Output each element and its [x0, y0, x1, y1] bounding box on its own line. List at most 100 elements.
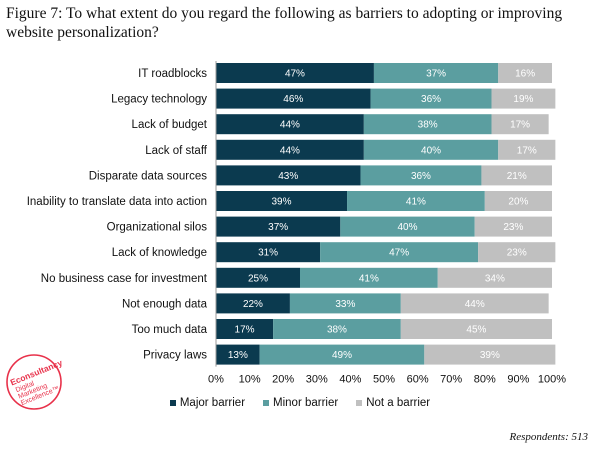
- legend-swatch-not: [356, 400, 363, 406]
- legend-label-not: Not a barrier: [366, 397, 431, 409]
- data-label-major: 47%: [285, 69, 305, 80]
- data-label-minor: 41%: [406, 197, 426, 208]
- bar-segment-not: [474, 216, 552, 237]
- bar-segment-minor: [340, 216, 475, 237]
- bar-segment-not: [481, 165, 552, 186]
- category-label: No business case for investment: [41, 273, 208, 285]
- bar-segment-major: [216, 88, 371, 109]
- category-label: Too much data: [132, 324, 208, 336]
- data-label-minor: 36%: [411, 171, 431, 182]
- data-label-major: 46%: [283, 94, 303, 105]
- bar-segment-major: [216, 242, 321, 263]
- bar-segment-major: [216, 165, 361, 186]
- data-label-not: 16%: [515, 69, 535, 80]
- data-label-not: 34%: [485, 273, 505, 284]
- data-label-minor: 40%: [398, 222, 418, 233]
- bar-segment-minor: [360, 165, 482, 186]
- data-label-major: 13%: [228, 350, 248, 361]
- legend-item-not: Not a barrier: [356, 397, 430, 409]
- legend-label-minor: Minor barrier: [273, 397, 339, 409]
- bar-segment-major: [216, 267, 300, 288]
- category-label: Lack of budget: [132, 119, 208, 131]
- data-label-not: 19%: [513, 94, 533, 105]
- bar-segment-not: [400, 293, 549, 314]
- legend-item-major: Major barrier: [169, 397, 246, 409]
- data-label-minor: 40%: [421, 145, 441, 156]
- data-label-minor: 41%: [359, 273, 379, 284]
- bar-segment-major: [216, 63, 374, 83]
- category-label: Disparate data sources: [89, 170, 208, 182]
- data-label-major: 25%: [248, 273, 268, 284]
- data-label-not: 17%: [510, 120, 530, 131]
- bar-segment-not: [437, 267, 552, 288]
- x-tick-label: 10%: [239, 374, 261, 386]
- legend: Major barrier Minor barrier Not a barrie…: [150, 397, 450, 409]
- bar-segment-minor: [347, 191, 485, 211]
- bar-segment-not: [491, 88, 556, 109]
- category-labels: IT roadblocks Legacy technology Lack of bu…: [27, 68, 208, 362]
- data-label-minor: 38%: [327, 325, 347, 336]
- category-label: IT roadblocks: [138, 68, 207, 80]
- category-label: Lack of staff: [145, 145, 208, 157]
- data-label-major: 17%: [235, 325, 255, 336]
- data-label-major: 39%: [272, 197, 292, 208]
- bar-segment-major: [216, 216, 341, 237]
- bar-segment-minor: [320, 242, 479, 263]
- x-tick-label: 60%: [407, 374, 429, 386]
- x-axis: 0% 10% 20% 30% 40% 50% 60% 70% 80% 90% 100%: [208, 61, 566, 386]
- data-label-major: 44%: [280, 120, 300, 131]
- data-label-not: 23%: [507, 248, 527, 259]
- x-tick-label: 40%: [339, 374, 361, 386]
- bar-segment-major: [216, 293, 290, 314]
- bar-segment-major: [216, 319, 274, 339]
- x-tick-label: 0%: [208, 374, 224, 386]
- data-label-major: 22%: [243, 299, 263, 310]
- x-tick-label: 90%: [507, 374, 529, 386]
- bar-segment-major: [216, 139, 364, 160]
- x-tick-label: 30%: [306, 374, 328, 386]
- category-label: Organizational silos: [107, 222, 208, 234]
- x-tick-label: 80%: [474, 374, 496, 386]
- bar-segment-not: [498, 139, 556, 160]
- data-label-minor: 33%: [335, 299, 355, 310]
- legend-label-major: Major barrier: [179, 397, 246, 409]
- econsultancy-logo: Econsultancy Digital Marketing Excellenc…: [6, 354, 64, 410]
- data-label-major: 31%: [258, 248, 278, 259]
- bar-segment-minor: [363, 114, 492, 135]
- data-label-not: 44%: [465, 299, 485, 310]
- bar-segment-minor: [370, 88, 492, 109]
- respondents-note: Respondents: 513: [509, 431, 588, 443]
- bar-segment-minor: [300, 267, 438, 288]
- bar-segment-not: [424, 344, 556, 365]
- data-label-not: 20%: [508, 197, 528, 208]
- category-label: Legacy technology: [111, 94, 207, 106]
- bar-segment-major: [216, 114, 364, 135]
- legend-item-minor: Minor barrier: [263, 397, 338, 409]
- bar-segment-minor: [289, 293, 401, 314]
- data-label-not: 39%: [480, 350, 500, 361]
- bar-segment-minor: [259, 344, 425, 365]
- bar-segment-not: [400, 319, 552, 339]
- category-label: Lack of knowledge: [112, 247, 207, 259]
- x-tick-label: 50%: [373, 374, 395, 386]
- data-label-minor: 36%: [421, 94, 441, 105]
- data-label-not: 23%: [503, 222, 523, 233]
- data-label-not: 45%: [466, 325, 486, 336]
- bar-segment-minor: [363, 139, 499, 160]
- data-label-minor: 49%: [332, 350, 352, 361]
- legend-swatch-minor: [263, 400, 270, 406]
- bar-segment-not: [484, 191, 552, 211]
- bar-segment-not: [491, 114, 549, 135]
- data-label-major: 37%: [268, 222, 288, 233]
- bar-segment-minor: [373, 63, 499, 83]
- bar-segment-minor: [273, 319, 401, 339]
- data-label-minor: 37%: [426, 69, 446, 80]
- bar-segment-major: [216, 344, 260, 365]
- data-label-minor: 38%: [418, 120, 438, 131]
- x-tick-label: 20%: [272, 374, 294, 386]
- data-label-not: 21%: [507, 171, 527, 182]
- x-tick-label: 70%: [440, 374, 462, 386]
- bar-segment-major: [216, 191, 348, 211]
- category-label: Not enough data: [122, 298, 208, 310]
